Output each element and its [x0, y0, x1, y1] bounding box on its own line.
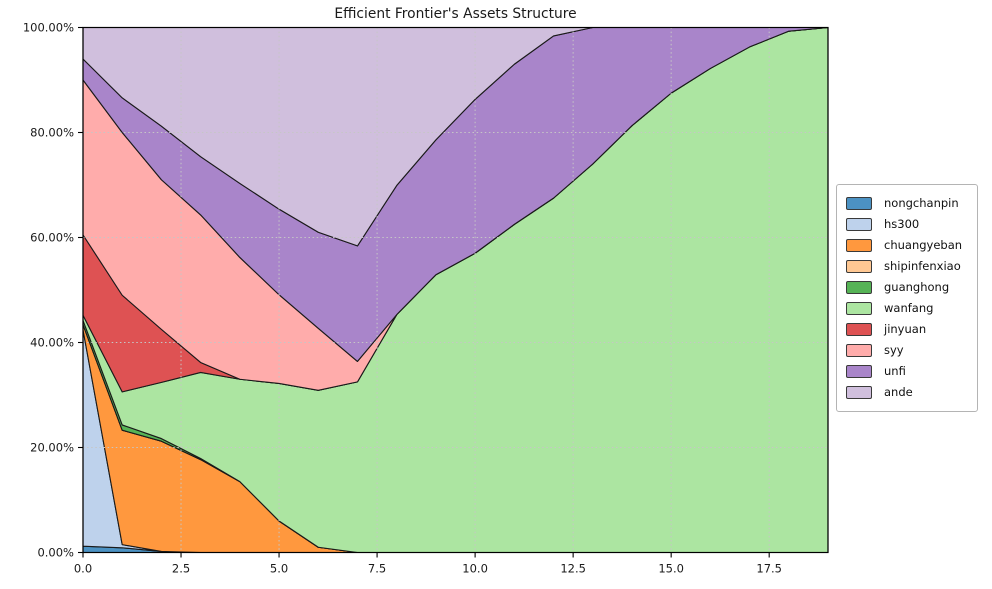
legend-label: ande — [884, 385, 913, 399]
x-tick-label: 2.5 — [172, 562, 190, 576]
x-tick-label: 0.0 — [74, 562, 92, 576]
legend-label: wanfang — [884, 301, 934, 315]
legend-swatch-icon — [846, 281, 872, 294]
legend-swatch-icon — [846, 239, 872, 252]
legend-label: guanghong — [884, 280, 950, 294]
legend-swatch-icon — [846, 260, 872, 273]
y-tick-label: 0.00% — [37, 546, 74, 560]
legend-label: jinyuan — [884, 322, 927, 336]
legend-item-wanfang: wanfang — [846, 298, 967, 319]
y-tick-label: 80.00% — [30, 126, 74, 140]
x-tick-label: 5.0 — [270, 562, 288, 576]
x-tick-label: 12.5 — [560, 562, 586, 576]
legend-item-syy: syy — [846, 340, 967, 361]
legend-item-nongchanpin: nongchanpin — [846, 193, 967, 214]
legend-swatch-icon — [846, 344, 872, 357]
x-tick-label: 10.0 — [462, 562, 488, 576]
legend-label: unfi — [884, 364, 906, 378]
x-tick-label: 15.0 — [658, 562, 684, 576]
legend-swatch-icon — [846, 365, 872, 378]
legend-swatch-icon — [846, 197, 872, 210]
legend-label: hs300 — [884, 217, 920, 231]
legend-item-guanghong: guanghong — [846, 277, 967, 298]
y-tick-label: 100.00% — [23, 21, 74, 35]
area-series-layer — [82, 26, 829, 554]
legend-swatch-icon — [846, 302, 872, 315]
legend-label: syy — [884, 343, 904, 357]
y-tick-label: 20.00% — [30, 441, 74, 455]
legend-swatch-icon — [846, 218, 872, 231]
legend-item-shipinfenxiao: shipinfenxiao — [846, 256, 967, 277]
legend-swatch-icon — [846, 386, 872, 399]
legend-label: shipinfenxiao — [884, 259, 961, 273]
y-tick-label: 60.00% — [30, 231, 74, 245]
legend: nongchanpin hs300 chuangyeban shipinfenxiao… — [836, 184, 978, 412]
legend-item-ande: ande — [846, 382, 967, 403]
axis-ticks — [78, 26, 770, 558]
y-tick-label: 40.00% — [30, 336, 74, 350]
axis-tick-labels: 0.00% 20.00% 40.00% 60.00% 80.00% 100.00% 0.0 2… — [23, 21, 782, 576]
legend-label: nongchanpin — [884, 196, 959, 210]
legend-label: chuangyeban — [884, 238, 963, 252]
legend-item-unfi: unfi — [846, 361, 967, 382]
legend-item-jinyuan: jinyuan — [846, 319, 967, 340]
legend-item-chuangyeban: chuangyeban — [846, 235, 967, 256]
legend-item-hs300: hs300 — [846, 214, 967, 235]
chart-title: Efficient Frontier's Assets Structure — [334, 6, 576, 22]
x-tick-label: 7.5 — [368, 562, 386, 576]
plot-border — [82, 26, 829, 554]
legend-swatch-icon — [846, 323, 872, 336]
x-tick-label: 17.5 — [756, 562, 782, 576]
